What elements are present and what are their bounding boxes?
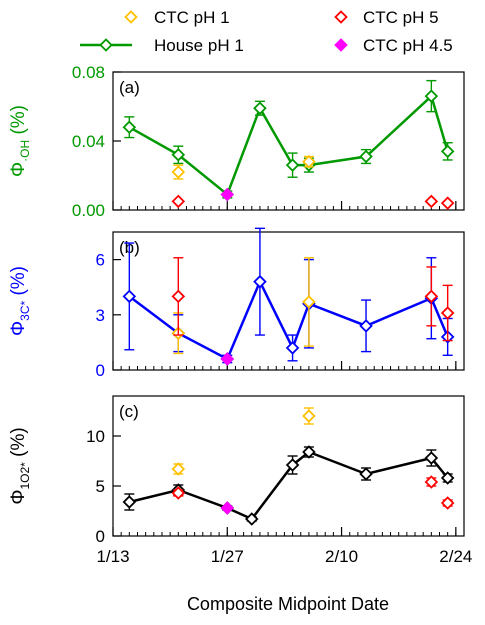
panel-frame-c bbox=[112, 395, 465, 537]
x-tick-label: 2/10 bbox=[325, 547, 358, 566]
y-axis-label-a: Φ·OH (%) bbox=[8, 105, 32, 177]
data-point bbox=[359, 467, 373, 481]
data-point bbox=[244, 512, 259, 526]
data-point bbox=[122, 495, 137, 509]
data-point bbox=[424, 89, 439, 103]
x-tick-label: 1/13 bbox=[96, 547, 129, 566]
legend-item-ctc5: CTC pH 5 bbox=[334, 8, 439, 27]
series-ctc-ph-1 bbox=[171, 154, 316, 180]
series-ctc-ph-1 bbox=[171, 407, 316, 476]
data-point bbox=[302, 154, 316, 169]
legend: CTC pH 1 CTC pH 5 House pH 1 CTC pH 4.5 bbox=[80, 8, 453, 55]
x-axis-label: Composite Midpoint Date bbox=[187, 594, 389, 614]
series-ctc-ph-5 bbox=[171, 257, 455, 342]
panel-frame-b bbox=[112, 231, 465, 371]
y-tick-label: 0 bbox=[96, 361, 105, 380]
series-house-ph-1 bbox=[122, 79, 455, 202]
data-point bbox=[171, 165, 186, 179]
legend-label-ctc1: CTC pH 1 bbox=[154, 8, 230, 27]
data-point bbox=[285, 341, 300, 355]
data-point bbox=[440, 471, 455, 485]
data-point bbox=[302, 295, 316, 309]
data-point bbox=[285, 458, 300, 472]
y-tick-label: 10 bbox=[86, 427, 105, 446]
data-point bbox=[285, 158, 300, 172]
data-point bbox=[220, 352, 235, 366]
data-point bbox=[220, 501, 235, 515]
data-point bbox=[359, 319, 373, 333]
legend-label-ctc5: CTC pH 5 bbox=[363, 8, 439, 27]
data-point bbox=[424, 194, 439, 209]
data-point bbox=[122, 289, 137, 304]
legend-label-ctc45: CTC pH 4.5 bbox=[363, 36, 453, 55]
y-axis-label-c: Φ1O2* (%) bbox=[8, 427, 32, 504]
data-point bbox=[440, 196, 455, 210]
data-point bbox=[424, 475, 439, 489]
y-tick-label: 5 bbox=[96, 477, 105, 496]
y-tick-label: 0.00 bbox=[72, 201, 105, 220]
data-point bbox=[424, 289, 439, 304]
series-line bbox=[128, 93, 449, 197]
x-tick-label: 2/24 bbox=[439, 547, 472, 566]
data-point bbox=[302, 409, 316, 423]
panel-tag-a: (a) bbox=[119, 78, 140, 97]
data-point bbox=[171, 289, 186, 304]
legend-item-ctc45: CTC pH 4.5 bbox=[334, 36, 453, 55]
data-point bbox=[440, 306, 455, 320]
legend-item-house: House pH 1 bbox=[80, 36, 244, 55]
y-tick-label: 6 bbox=[96, 251, 105, 270]
data-point bbox=[171, 486, 186, 500]
legend-marker-ctc5 bbox=[334, 10, 348, 24]
legend-marker-house bbox=[99, 38, 113, 52]
y-axis-label-b: Φ3C* (%) bbox=[8, 266, 32, 336]
y-tick-label: 3 bbox=[96, 306, 105, 325]
y-tick-label: 0.08 bbox=[72, 63, 105, 82]
data-point bbox=[171, 462, 186, 476]
legend-marker-ctc1 bbox=[124, 10, 138, 24]
data-point bbox=[440, 144, 455, 159]
x-tick-label: 1/27 bbox=[211, 547, 244, 566]
y-tick-label: 0.04 bbox=[72, 132, 105, 151]
data-point bbox=[171, 148, 186, 162]
legend-item-ctc1: CTC pH 1 bbox=[124, 8, 230, 27]
legend-marker-ctc45 bbox=[334, 38, 348, 52]
data-point bbox=[424, 451, 439, 465]
y-tick-label: 0 bbox=[96, 527, 105, 546]
series-ctc-ph-5 bbox=[171, 475, 455, 510]
legend-label-house: House pH 1 bbox=[154, 36, 244, 55]
data-point bbox=[440, 496, 455, 510]
data-point bbox=[253, 101, 267, 115]
series-ctc-ph-4-5 bbox=[220, 501, 235, 515]
series-ctc-ph-5 bbox=[171, 194, 455, 210]
panel-a: 0.00 0.04 0.08 (a) Φ·OH (%) bbox=[8, 63, 465, 220]
data-point bbox=[302, 445, 316, 459]
data-point bbox=[171, 194, 186, 209]
series-ctc-ph-4-5 bbox=[220, 187, 235, 202]
series-house-ph-1 bbox=[122, 445, 455, 526]
data-point bbox=[220, 187, 235, 202]
data-point bbox=[122, 120, 137, 134]
series-ctc-ph-4-5 bbox=[220, 352, 235, 366]
panel-c: 0 5 10 (c) Φ1O2* (%) bbox=[8, 395, 465, 546]
panel-b: 036(b)Φ3C* (%) bbox=[8, 227, 465, 380]
data-point bbox=[253, 274, 267, 289]
panel-tag-c: (c) bbox=[119, 402, 139, 421]
data-point bbox=[359, 149, 373, 164]
panel-frame-a bbox=[112, 71, 465, 211]
panels: 0.000.040.08(a)Φ·OH (%)036(b)Φ3C* (%)051… bbox=[8, 63, 465, 546]
